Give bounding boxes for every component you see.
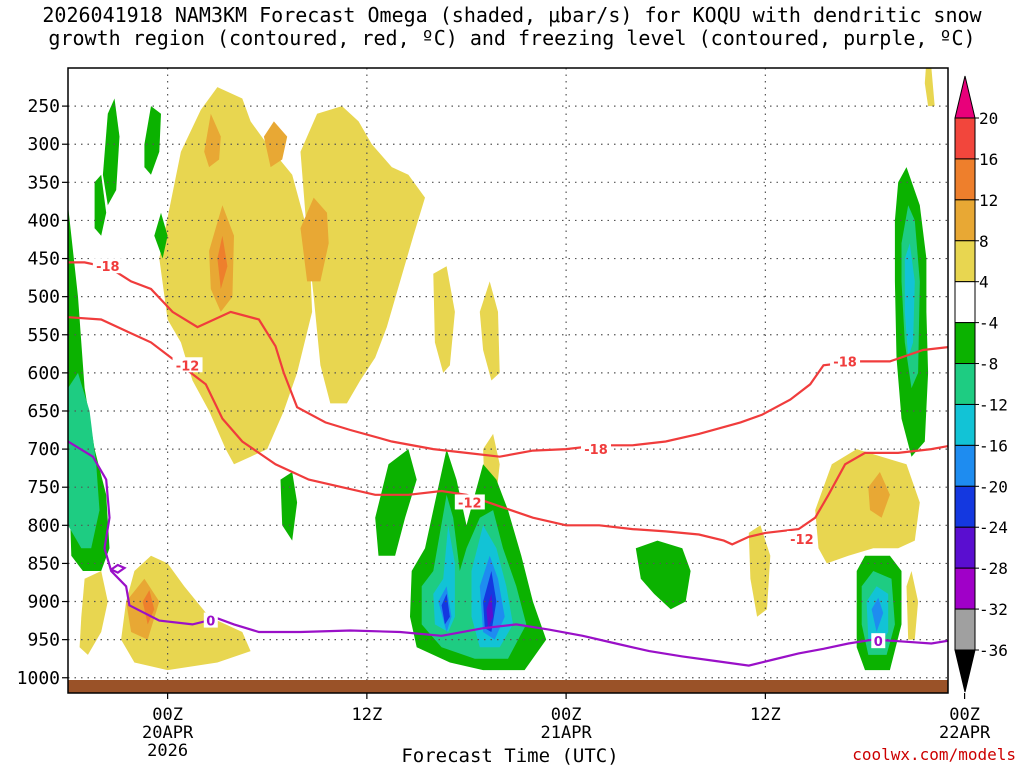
y-tick-label: 550 — [27, 325, 60, 346]
colorbar-top-arrow — [955, 76, 975, 118]
credit-link[interactable]: coolwx.com/models — [852, 745, 1016, 764]
colorbar-swatch — [955, 241, 975, 282]
colorbar-label: 16 — [979, 150, 998, 169]
colorbar-label: -36 — [979, 641, 1008, 660]
colorbar-label: -24 — [979, 518, 1008, 537]
colorbar-label: 12 — [979, 191, 998, 210]
colorbar-swatch — [955, 364, 975, 405]
y-tick-label: 750 — [27, 477, 60, 498]
y-tick-label: 300 — [27, 134, 60, 155]
colorbar-label: -4 — [979, 314, 998, 333]
y-tick-label: 800 — [27, 515, 60, 536]
colorbar-swatch — [955, 568, 975, 609]
y-tick-label: 250 — [27, 96, 60, 117]
x-tick-label: 00Z — [152, 705, 183, 725]
colorbar-bottom-arrow — [955, 650, 975, 692]
colorbar-label: -8 — [979, 355, 998, 374]
y-tick-label: 600 — [27, 363, 60, 384]
contour-label: 0 — [874, 635, 883, 650]
y-tick-label: 700 — [27, 439, 60, 460]
x-date-label: 20APR — [142, 723, 194, 743]
cross-section-chart: -18 -18 -18 -12 -12 -12 0 0 250 300 350 400 450 500 5… — [0, 0, 1024, 768]
y-tick-label: 900 — [27, 592, 60, 613]
colorbar-label: 20 — [979, 109, 998, 128]
colorbar-label: 8 — [979, 232, 989, 251]
contour-label: -12 — [458, 496, 482, 511]
x-tick-label: 12Z — [352, 705, 383, 725]
colorbar-swatch — [955, 445, 975, 486]
contour-label: 0 — [206, 615, 215, 630]
y-tick-label: 950 — [27, 630, 60, 651]
x-tick-label: 00Z — [551, 705, 582, 725]
colorbar-swatch — [955, 282, 975, 323]
contour-label: -12 — [176, 359, 200, 374]
y-tick-label: 350 — [27, 172, 60, 193]
contour-label: -18 — [833, 355, 857, 370]
colorbar-swatch — [955, 609, 975, 650]
colorbar-swatch — [955, 527, 975, 568]
y-tick-label: 500 — [27, 287, 60, 308]
colorbar-label: -28 — [979, 559, 1008, 578]
colorbar-label: -12 — [979, 395, 1008, 414]
x-date-label: 21APR — [541, 723, 593, 743]
colorbar-swatch — [955, 404, 975, 445]
contour-label: -12 — [790, 533, 814, 548]
colorbar-swatch — [955, 200, 975, 241]
colorbar: 20 16 12 8 4 -4 -8 -12 -16 -20 -24 -28 -32 -36 — [955, 76, 1008, 692]
y-tick-label: 850 — [27, 553, 60, 574]
terrain-ground — [68, 680, 948, 693]
x-tick-label: 12Z — [750, 705, 781, 725]
colorbar-swatch — [955, 118, 975, 159]
x-date-label: 22APR — [939, 723, 991, 743]
colorbar-label: -16 — [979, 436, 1008, 455]
y-tick-label: 1000 — [17, 668, 60, 689]
y-tick-label: 650 — [27, 401, 60, 422]
colorbar-swatch — [955, 159, 975, 200]
colorbar-label: -20 — [979, 477, 1008, 496]
contour-label: -18 — [584, 443, 608, 458]
colorbar-swatch — [955, 486, 975, 527]
y-tick-label: 400 — [27, 210, 60, 231]
y-tick-label: 450 — [27, 249, 60, 270]
contour-label: -18 — [96, 260, 120, 275]
colorbar-label: 4 — [979, 273, 989, 292]
colorbar-swatch — [955, 323, 975, 364]
x-tick-label: 00Z — [949, 705, 980, 725]
colorbar-label: -32 — [979, 600, 1008, 619]
